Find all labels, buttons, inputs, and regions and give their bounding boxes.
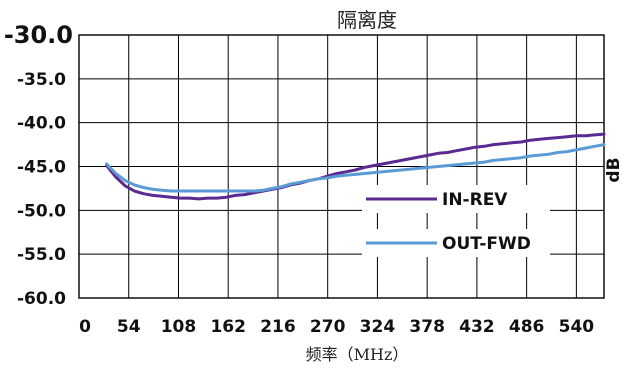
y-tick-label: -60.0 [17,289,66,309]
y-tick-label: -55.0 [17,245,66,265]
grid-lines [78,34,605,299]
chart-title: 隔离度 [337,8,397,32]
x-tick-label: 540 [559,317,595,337]
y-tick-label: -40.0 [17,114,66,134]
legend-label: OUT-FWD [442,234,531,254]
x-tick-label: 486 [509,317,545,337]
y-tick-label: -35.0 [17,70,66,90]
x-tick-label: 270 [310,317,346,337]
axis-tick-labels: 0 54 108 162 216 270 324 378 432 486 540 -30.0 -35.0… [4,21,594,337]
series-lines [105,132,606,201]
x-tick-label: 324 [360,317,396,337]
x-tick-label: 54 [117,317,141,337]
series-line-in-rev [105,132,606,201]
y-tick-label: -45.0 [17,158,66,178]
x-tick-label: 0 [79,317,91,337]
x-tick-label: 378 [409,317,445,337]
x-tick-label: 162 [210,317,246,337]
x-tick-label: 216 [260,317,296,337]
y-axis-label: dB [604,157,624,182]
x-tick-label: 432 [459,317,495,337]
x-axis-label: 频率（MHz） [306,345,409,364]
series-line-out-fwd [105,143,606,193]
legend-label: IN-REV [442,190,508,210]
y-tick-label: -50.0 [17,201,66,221]
x-tick-label: 108 [161,317,197,337]
legend: IN-REV OUT-FWD [362,185,550,257]
y-tick-label: -30.0 [4,21,73,49]
